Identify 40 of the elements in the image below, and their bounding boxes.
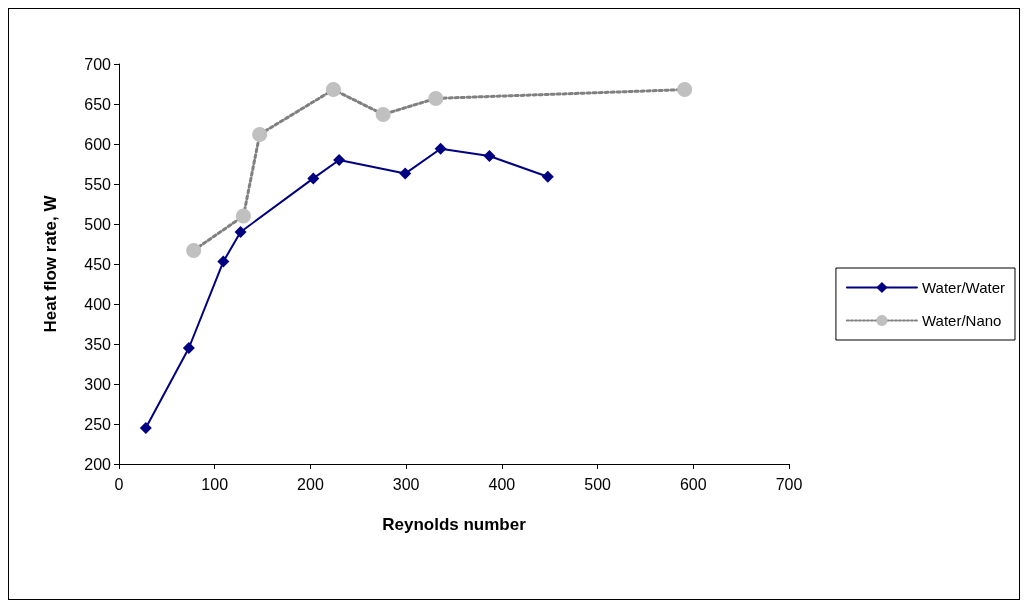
x-tick-label: 0 [114, 475, 124, 493]
x-tick-label: 700 [775, 475, 803, 493]
point [375, 106, 391, 122]
point [434, 142, 447, 155]
point [428, 90, 444, 106]
point [399, 167, 412, 180]
point [325, 82, 341, 98]
legend-label: Water/Water [921, 279, 1006, 296]
x-tick-label: 300 [392, 475, 420, 493]
y-tick-label: 600 [84, 135, 112, 153]
y-tick-label: 300 [84, 375, 112, 393]
y-tick-label: 650 [84, 95, 112, 113]
x-tick-label: 100 [201, 475, 229, 493]
x-tick-label: 600 [679, 475, 707, 493]
point [541, 170, 554, 183]
point [182, 342, 195, 354]
point [139, 422, 152, 434]
point [217, 255, 230, 268]
y-tick-label: 200 [84, 455, 112, 473]
y-tick-label: 700 [84, 55, 112, 73]
point [307, 172, 320, 185]
y-tick-label: 350 [84, 335, 112, 353]
point [186, 242, 202, 258]
y-tick-label: 550 [84, 175, 112, 193]
x-tick-label: 400 [488, 475, 516, 493]
point [677, 82, 693, 98]
y-tick-label: 250 [84, 415, 112, 433]
point [252, 126, 268, 142]
x-tick-label: 200 [297, 475, 324, 493]
legend-label: Water/Nano [921, 312, 1002, 329]
y-tick-label: 400 [84, 295, 112, 313]
point [235, 208, 251, 224]
point [234, 226, 247, 238]
y-axis-title: Heat flow rate, W [41, 194, 60, 333]
point [483, 150, 496, 162]
x-axis-title: Reynolds number [382, 515, 527, 534]
point [333, 154, 346, 166]
y-tick-label: 500 [84, 215, 112, 233]
x-tick-label: 500 [584, 475, 612, 493]
y-tick-label: 450 [84, 255, 112, 273]
